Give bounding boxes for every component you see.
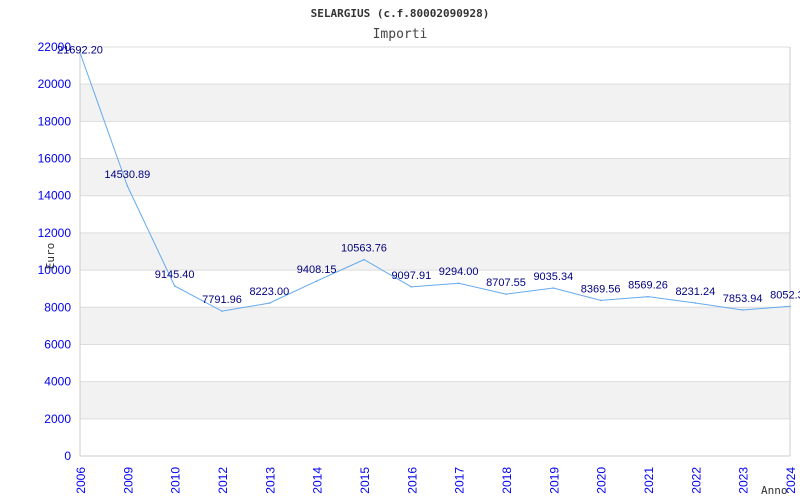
grid-band: [80, 47, 790, 85]
data-label: 9294.00: [439, 266, 479, 278]
x-tick-label: 2015: [358, 467, 372, 494]
y-tick-label: 2000: [44, 412, 71, 426]
data-point: [173, 285, 176, 287]
data-label: 8569.26: [628, 280, 668, 292]
grid-band: [80, 84, 790, 122]
data-label: 8223.00: [249, 286, 289, 298]
data-label: 9408.15: [297, 264, 337, 276]
x-tick-label: 2018: [500, 467, 514, 494]
data-label: 8707.55: [486, 277, 526, 289]
data-point: [268, 302, 271, 304]
x-tick-label: 2017: [453, 467, 467, 494]
y-tick-label: 18000: [38, 114, 72, 128]
data-point: [126, 185, 129, 187]
x-tick-label: 2021: [642, 467, 656, 494]
data-label: 9035.34: [533, 271, 573, 283]
x-tick-label: 2012: [216, 467, 230, 494]
data-point: [789, 305, 791, 308]
y-tick-label: 0: [64, 449, 71, 463]
y-tick-label: 6000: [44, 337, 71, 351]
x-tick-label: 2022: [689, 467, 703, 494]
series-line: [79, 52, 791, 312]
data-point: [363, 258, 365, 261]
data-point: [221, 310, 223, 312]
x-tick-label: 2024: [784, 467, 798, 494]
x-tick-label: 2016: [405, 467, 419, 494]
data-point: [79, 51, 81, 54]
data-point: [599, 299, 602, 302]
data-label: 8052.30: [770, 289, 800, 301]
data-label: 7791.96: [202, 294, 242, 306]
x-tick-label: 2014: [311, 467, 325, 494]
grid-band: [80, 121, 790, 159]
x-tick-label: 2013: [263, 467, 277, 494]
x-axis-label: Anno: [761, 484, 788, 497]
y-tick-label: 20000: [38, 77, 72, 91]
grid-band: [80, 270, 790, 308]
y-axis-label: Euro: [44, 243, 57, 270]
chart-title: SELARGIUS (c.f.80002090928): [311, 7, 490, 20]
data-label: 8369.56: [581, 283, 621, 295]
data-point: [552, 287, 555, 289]
data-label: 14530.89: [104, 169, 150, 181]
x-tick-label: 2020: [595, 467, 609, 494]
grid-band: [80, 381, 790, 419]
x-tick-label: 2019: [547, 467, 561, 494]
data-point: [741, 309, 744, 311]
data-label: 8231.24: [675, 286, 715, 298]
data-point: [410, 286, 413, 288]
y-tick-label: 8000: [44, 300, 71, 314]
x-tick-label: 2010: [169, 467, 183, 494]
y-tick-label: 4000: [44, 375, 71, 389]
y-tick-label: 10000: [38, 263, 72, 277]
data-point: [457, 282, 460, 285]
grid-band: [80, 158, 790, 196]
data-label: 9145.40: [155, 269, 195, 281]
x-tick-label: 2006: [74, 467, 88, 494]
data-point: [694, 302, 697, 304]
y-tick-label: 22000: [38, 40, 72, 54]
x-tick-label: 2009: [121, 467, 135, 494]
data-point: [315, 280, 318, 282]
data-label: 21692.20: [57, 45, 103, 57]
data-point: [505, 293, 507, 295]
grid-band: [80, 344, 790, 382]
x-tick-label: 2023: [737, 467, 751, 494]
y-tick-label: 16000: [38, 152, 72, 166]
grid-band: [80, 195, 790, 233]
data-label: 7853.94: [723, 293, 763, 305]
chart-subtitle: Importi: [373, 27, 428, 42]
grid-band: [80, 232, 790, 271]
y-tick-label: 14000: [38, 189, 72, 203]
grid-band: [80, 418, 790, 456]
data-label: 10563.76: [341, 243, 387, 255]
y-tick-label: 12000: [38, 226, 72, 240]
data-point: [647, 295, 649, 298]
grid-band: [80, 307, 790, 345]
data-label: 9097.91: [391, 270, 431, 282]
